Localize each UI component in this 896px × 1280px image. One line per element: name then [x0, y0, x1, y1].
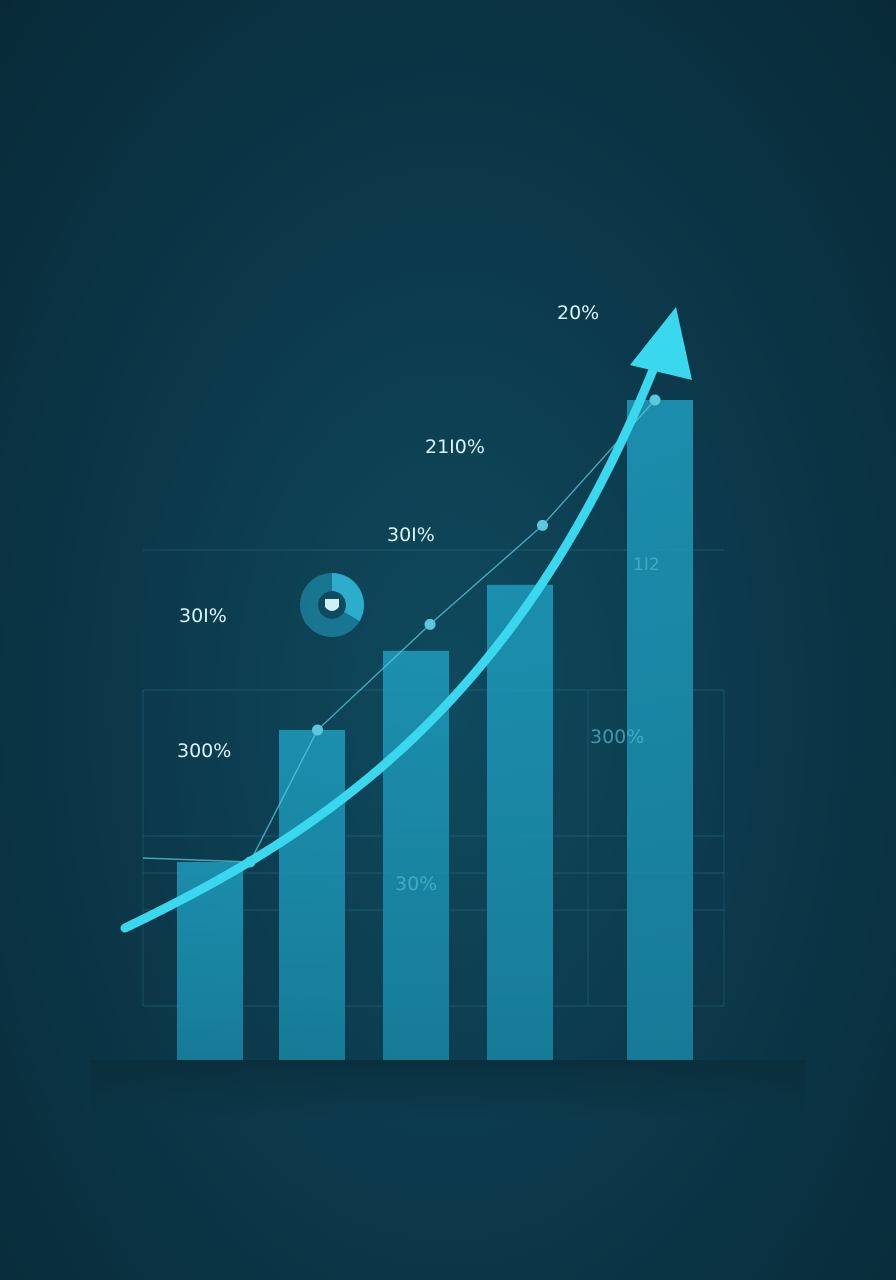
- label-bar-3: 30%: [395, 873, 437, 895]
- label-4: 30I%: [179, 605, 227, 627]
- bar-5: [627, 400, 693, 1060]
- series-point-2: [312, 724, 323, 736]
- bars: [90, 400, 806, 1120]
- bar-1: [177, 862, 243, 1060]
- bar-2: [279, 730, 345, 1060]
- label-2: 21I0%: [425, 436, 485, 458]
- series-line: [142, 399, 656, 863]
- trend-arrow-head: [630, 307, 692, 380]
- label-top: 20%: [557, 302, 599, 324]
- annotations: 20% 21I0% 30I% 30I% 300% 300% 30% 1I2: [177, 302, 660, 895]
- label-bar-5-top: 1I2: [633, 555, 660, 575]
- label-3: 30I%: [387, 524, 435, 546]
- pie-badge-icon: [300, 573, 364, 637]
- trend-arrow-shaft: [120, 360, 660, 933]
- bar-4: [487, 584, 553, 1060]
- floor-shadow: [90, 1060, 806, 1120]
- trend-arrow: [120, 307, 692, 933]
- label-bar-5: 300%: [590, 726, 644, 748]
- series-point-4: [537, 519, 548, 531]
- series-point-3: [424, 618, 436, 630]
- series-point-5: [649, 394, 661, 406]
- label-5: 300%: [177, 740, 231, 762]
